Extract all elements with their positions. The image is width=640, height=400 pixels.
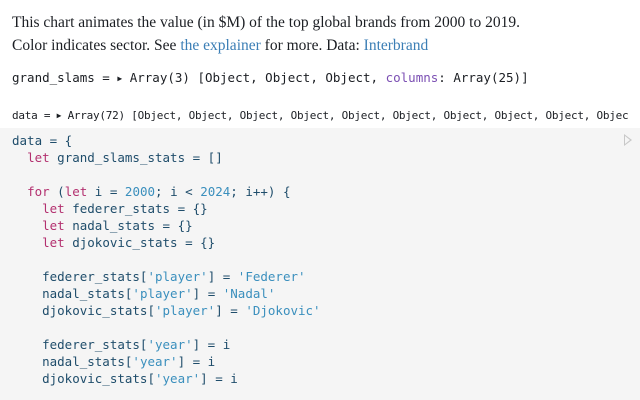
- code-token: 'player': [132, 286, 193, 301]
- code-token: [12, 150, 27, 165]
- variable-name: grand_slams =: [12, 70, 118, 85]
- code-token: 'year': [147, 337, 193, 352]
- code-token: let: [27, 150, 50, 165]
- code-token: 'year': [132, 354, 178, 369]
- code-token: 'player': [147, 269, 208, 284]
- code-token: nadal_stats[: [12, 354, 133, 369]
- code-cell[interactable]: data = { let grand_slams_stats = [] for …: [0, 128, 640, 400]
- description-line-2: Color indicates sector. See the explaine…: [12, 34, 632, 57]
- array-summary[interactable]: Array(72) [Object, Object, Object, Objec…: [67, 109, 629, 122]
- code-token: nadal_stats[: [12, 286, 133, 301]
- grand-slams-output: grand_slams = ▶ Array(3) [Object, Object…: [12, 70, 529, 85]
- expand-triangle-icon[interactable]: ▶: [56, 111, 62, 120]
- code-line: federer_stats['player'] = 'Federer': [12, 268, 321, 285]
- array-summary[interactable]: Array(3) [Object, Object, Object,: [129, 70, 386, 85]
- code-token: 'year': [155, 371, 201, 386]
- code-token: [12, 201, 42, 216]
- code-token: djokovic_stats[: [12, 371, 155, 386]
- columns-value: : Array(25)]: [438, 70, 529, 85]
- code-token: 2000: [124, 184, 156, 199]
- code-line: let grand_slams_stats = []: [12, 149, 321, 166]
- code-token: djokovic_stats[: [12, 303, 155, 318]
- code-token: nadal_stats = {}: [64, 218, 193, 233]
- code-token: ] =: [192, 286, 223, 301]
- data-output: data = ▶ Array(72) [Object, Object, Obje…: [12, 109, 629, 122]
- code-token: ] =: [215, 303, 246, 318]
- code-token: let: [42, 218, 65, 233]
- code-token: ; i++) {: [230, 184, 291, 199]
- code-token: for: [27, 184, 50, 199]
- code-line: nadal_stats['year'] = i: [12, 353, 321, 370]
- code-token: grand_slams_stats = []: [49, 150, 223, 165]
- code-token: federer_stats[: [12, 269, 148, 284]
- code-token: 'Federer': [237, 269, 306, 284]
- code-token: [12, 218, 42, 233]
- code-token: ; i <: [155, 184, 201, 199]
- code-line: let federer_stats = {}: [12, 200, 321, 217]
- code-line: let djokovic_stats = {}: [12, 234, 321, 251]
- code-token: i =: [87, 184, 125, 199]
- code-token: federer_stats[: [12, 337, 148, 352]
- code-line: nadal_stats['player'] = 'Nadal': [12, 285, 321, 302]
- columns-key: columns: [385, 70, 439, 85]
- code-token: let: [42, 201, 65, 216]
- variable-name: data =: [12, 109, 57, 122]
- code-line: djokovic_stats['player'] = 'Djokovic': [12, 302, 321, 319]
- code-token: ] =: [207, 269, 238, 284]
- code-line: [12, 166, 321, 183]
- code-line: [12, 251, 321, 268]
- description-line-1: This chart animates the value (in $M) of…: [12, 14, 520, 31]
- text: Color indicates sector. See: [12, 37, 181, 54]
- code-token: ] = i: [200, 371, 238, 386]
- code-token: djokovic_stats = {}: [64, 235, 216, 250]
- text: for more. Data:: [260, 37, 364, 54]
- chart-description: This chart animates the value (in $M) of…: [12, 11, 632, 57]
- code-line: federer_stats['year'] = i: [12, 336, 321, 353]
- code-token: data = {: [12, 133, 73, 148]
- code-token: let: [64, 184, 88, 199]
- code-token: 'Nadal': [222, 286, 276, 301]
- code-editor[interactable]: data = { let grand_slams_stats = [] for …: [12, 132, 321, 387]
- code-token: let: [42, 235, 65, 250]
- code-line: data = {: [12, 132, 321, 149]
- code-token: 2024: [200, 184, 231, 199]
- code-token: (: [49, 184, 65, 199]
- play-icon[interactable]: [624, 134, 632, 146]
- code-token: 'Djokovic': [245, 303, 321, 318]
- code-line: for (let i = 2000; i < 2024; i++) {: [12, 183, 321, 200]
- expand-triangle-icon[interactable]: ▶: [117, 74, 123, 83]
- code-token: [12, 184, 27, 199]
- code-line: djokovic_stats['year'] = i: [12, 370, 321, 387]
- code-line: [12, 319, 321, 336]
- code-token: [12, 235, 42, 250]
- code-token: 'player': [155, 303, 216, 318]
- explainer-link[interactable]: the explainer: [180, 37, 261, 54]
- code-line: let nadal_stats = {}: [12, 217, 321, 234]
- interbrand-link[interactable]: Interbrand: [363, 37, 429, 54]
- code-token: ] = i: [192, 337, 231, 352]
- code-token: federer_stats = {}: [64, 201, 208, 216]
- code-token: ] = i: [177, 354, 216, 369]
